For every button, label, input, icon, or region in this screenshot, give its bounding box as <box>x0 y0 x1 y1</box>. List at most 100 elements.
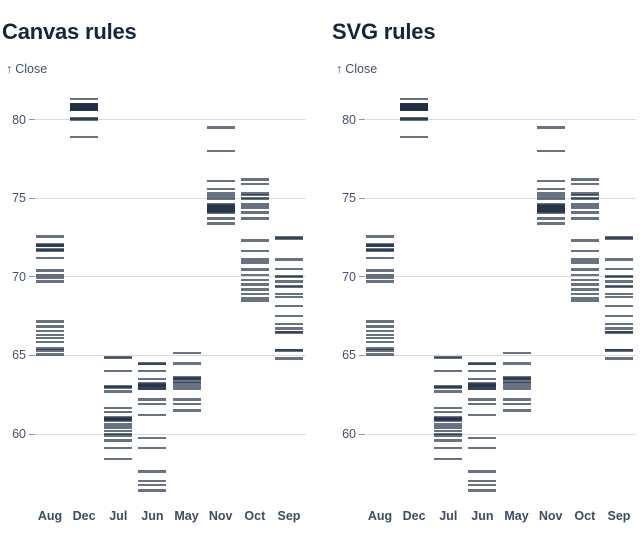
y-axis-tick-mark <box>29 197 35 199</box>
up-arrow-icon: ↑ <box>336 62 343 76</box>
close-tick-strip <box>104 457 133 461</box>
close-tick-strip <box>138 479 167 483</box>
close-tick-strip <box>570 273 599 277</box>
close-tick-strip <box>366 249 394 253</box>
close-tick-strip <box>240 296 269 300</box>
close-tick-strip <box>240 288 269 291</box>
y-gridline <box>36 197 306 199</box>
close-tick-strip <box>240 211 269 214</box>
close-tick-strip <box>468 436 497 440</box>
close-tick-strip <box>366 353 394 356</box>
close-tick-strip <box>400 97 429 101</box>
close-tick-strip <box>570 288 599 291</box>
close-tick-strip <box>104 426 133 429</box>
close-tick-strip <box>502 402 531 406</box>
y-gridline <box>366 119 636 121</box>
close-tick-strip <box>70 108 99 112</box>
close-tick-strip <box>274 327 303 330</box>
close-tick-strip <box>570 211 599 214</box>
x-axis-month-label: Oct <box>574 509 596 523</box>
close-tick-strip <box>70 118 99 121</box>
close-tick-strip <box>434 386 463 389</box>
close-tick-strip <box>36 273 64 277</box>
y-axis-tick-mark <box>359 276 365 278</box>
close-tick-strip <box>366 320 394 323</box>
close-tick-strip <box>104 434 133 437</box>
close-tick-strip <box>240 193 269 197</box>
close-tick-strip <box>172 381 201 385</box>
close-tick-strip <box>104 423 133 426</box>
svg-rules-chart: SVG rules ↑ Close 60 65 70 75 80 Aug Dec Jul Jun M… <box>330 0 640 538</box>
x-axis-month-label: Nov <box>538 509 563 523</box>
y-axis-tick-mark <box>359 433 365 435</box>
close-tick-strip <box>206 149 235 153</box>
x-axis-month-label: Oct <box>244 509 266 523</box>
close-tick-strip <box>570 292 599 296</box>
close-tick-strip <box>434 423 463 426</box>
close-tick-strip <box>206 195 235 198</box>
close-tick-strip <box>536 195 565 198</box>
close-tick-strip <box>104 390 133 393</box>
close-tick-strip <box>36 347 64 350</box>
close-tick-strip <box>274 349 303 352</box>
x-axis-month-label: Jun <box>141 509 164 523</box>
close-tick-strip <box>240 182 269 186</box>
close-tick-strip <box>570 296 599 300</box>
y-axis-tick-label: 80 <box>342 112 356 127</box>
close-tick-strip <box>70 97 99 101</box>
close-tick-strip <box>104 446 133 450</box>
close-tick-strip <box>240 192 269 195</box>
close-tick-strip <box>604 237 633 240</box>
close-tick-strip <box>570 193 599 197</box>
close-tick-strip <box>240 261 269 264</box>
close-tick-strip <box>104 432 133 436</box>
y-gridline <box>366 276 636 278</box>
close-tick-strip <box>366 329 394 333</box>
x-axis-month-label: Jul <box>439 509 458 523</box>
close-tick-strip <box>434 356 463 359</box>
y-axis-tick-label: 75 <box>12 191 26 206</box>
close-tick-strip <box>104 410 133 414</box>
y-axis-tick-mark <box>359 119 365 121</box>
close-tick-strip <box>138 362 167 366</box>
y-gridline <box>36 119 306 121</box>
x-axis-month-label: Nov <box>208 509 233 523</box>
close-tick-strip <box>570 192 599 195</box>
close-tick-strip <box>468 369 497 373</box>
close-tick-strip <box>240 258 269 261</box>
chart-title: Canvas rules <box>2 19 137 44</box>
close-tick-strip <box>274 280 303 283</box>
y-axis-tick-label: 60 <box>342 427 356 441</box>
close-tick-strip <box>104 386 133 389</box>
close-tick-strip <box>240 273 269 277</box>
close-tick-strip <box>468 402 497 406</box>
close-tick-strip <box>366 347 394 350</box>
y-axis-label: ↑ Close <box>6 62 47 76</box>
close-tick-strip <box>104 429 133 433</box>
close-tick-strip <box>138 369 167 373</box>
close-tick-strip <box>138 398 167 401</box>
close-tick-strip <box>570 278 599 282</box>
x-axis-month-label: Dec <box>402 509 426 523</box>
close-tick-strip <box>604 280 633 283</box>
close-tick-strip <box>536 149 565 153</box>
close-tick-strip <box>468 489 497 492</box>
close-tick-strip <box>138 385 167 389</box>
close-tick-strip <box>366 256 394 260</box>
close-tick-strip <box>570 182 599 186</box>
y-axis-label: ↑ Close <box>336 62 377 76</box>
close-tick-strip <box>172 409 201 412</box>
close-tick-strip <box>172 384 201 387</box>
close-tick-strip <box>240 178 269 181</box>
close-tick-strip <box>274 322 303 326</box>
close-tick-strip <box>36 276 64 279</box>
x-axis-month-label: Sep <box>277 509 301 523</box>
close-tick-strip <box>274 285 303 289</box>
close-tick-strip <box>536 222 565 225</box>
close-tick-strip <box>536 192 565 195</box>
close-tick-strip <box>468 470 497 473</box>
close-tick-strip <box>570 261 599 264</box>
x-axis-month-label: Dec <box>72 509 96 523</box>
close-tick-strip <box>604 327 633 330</box>
